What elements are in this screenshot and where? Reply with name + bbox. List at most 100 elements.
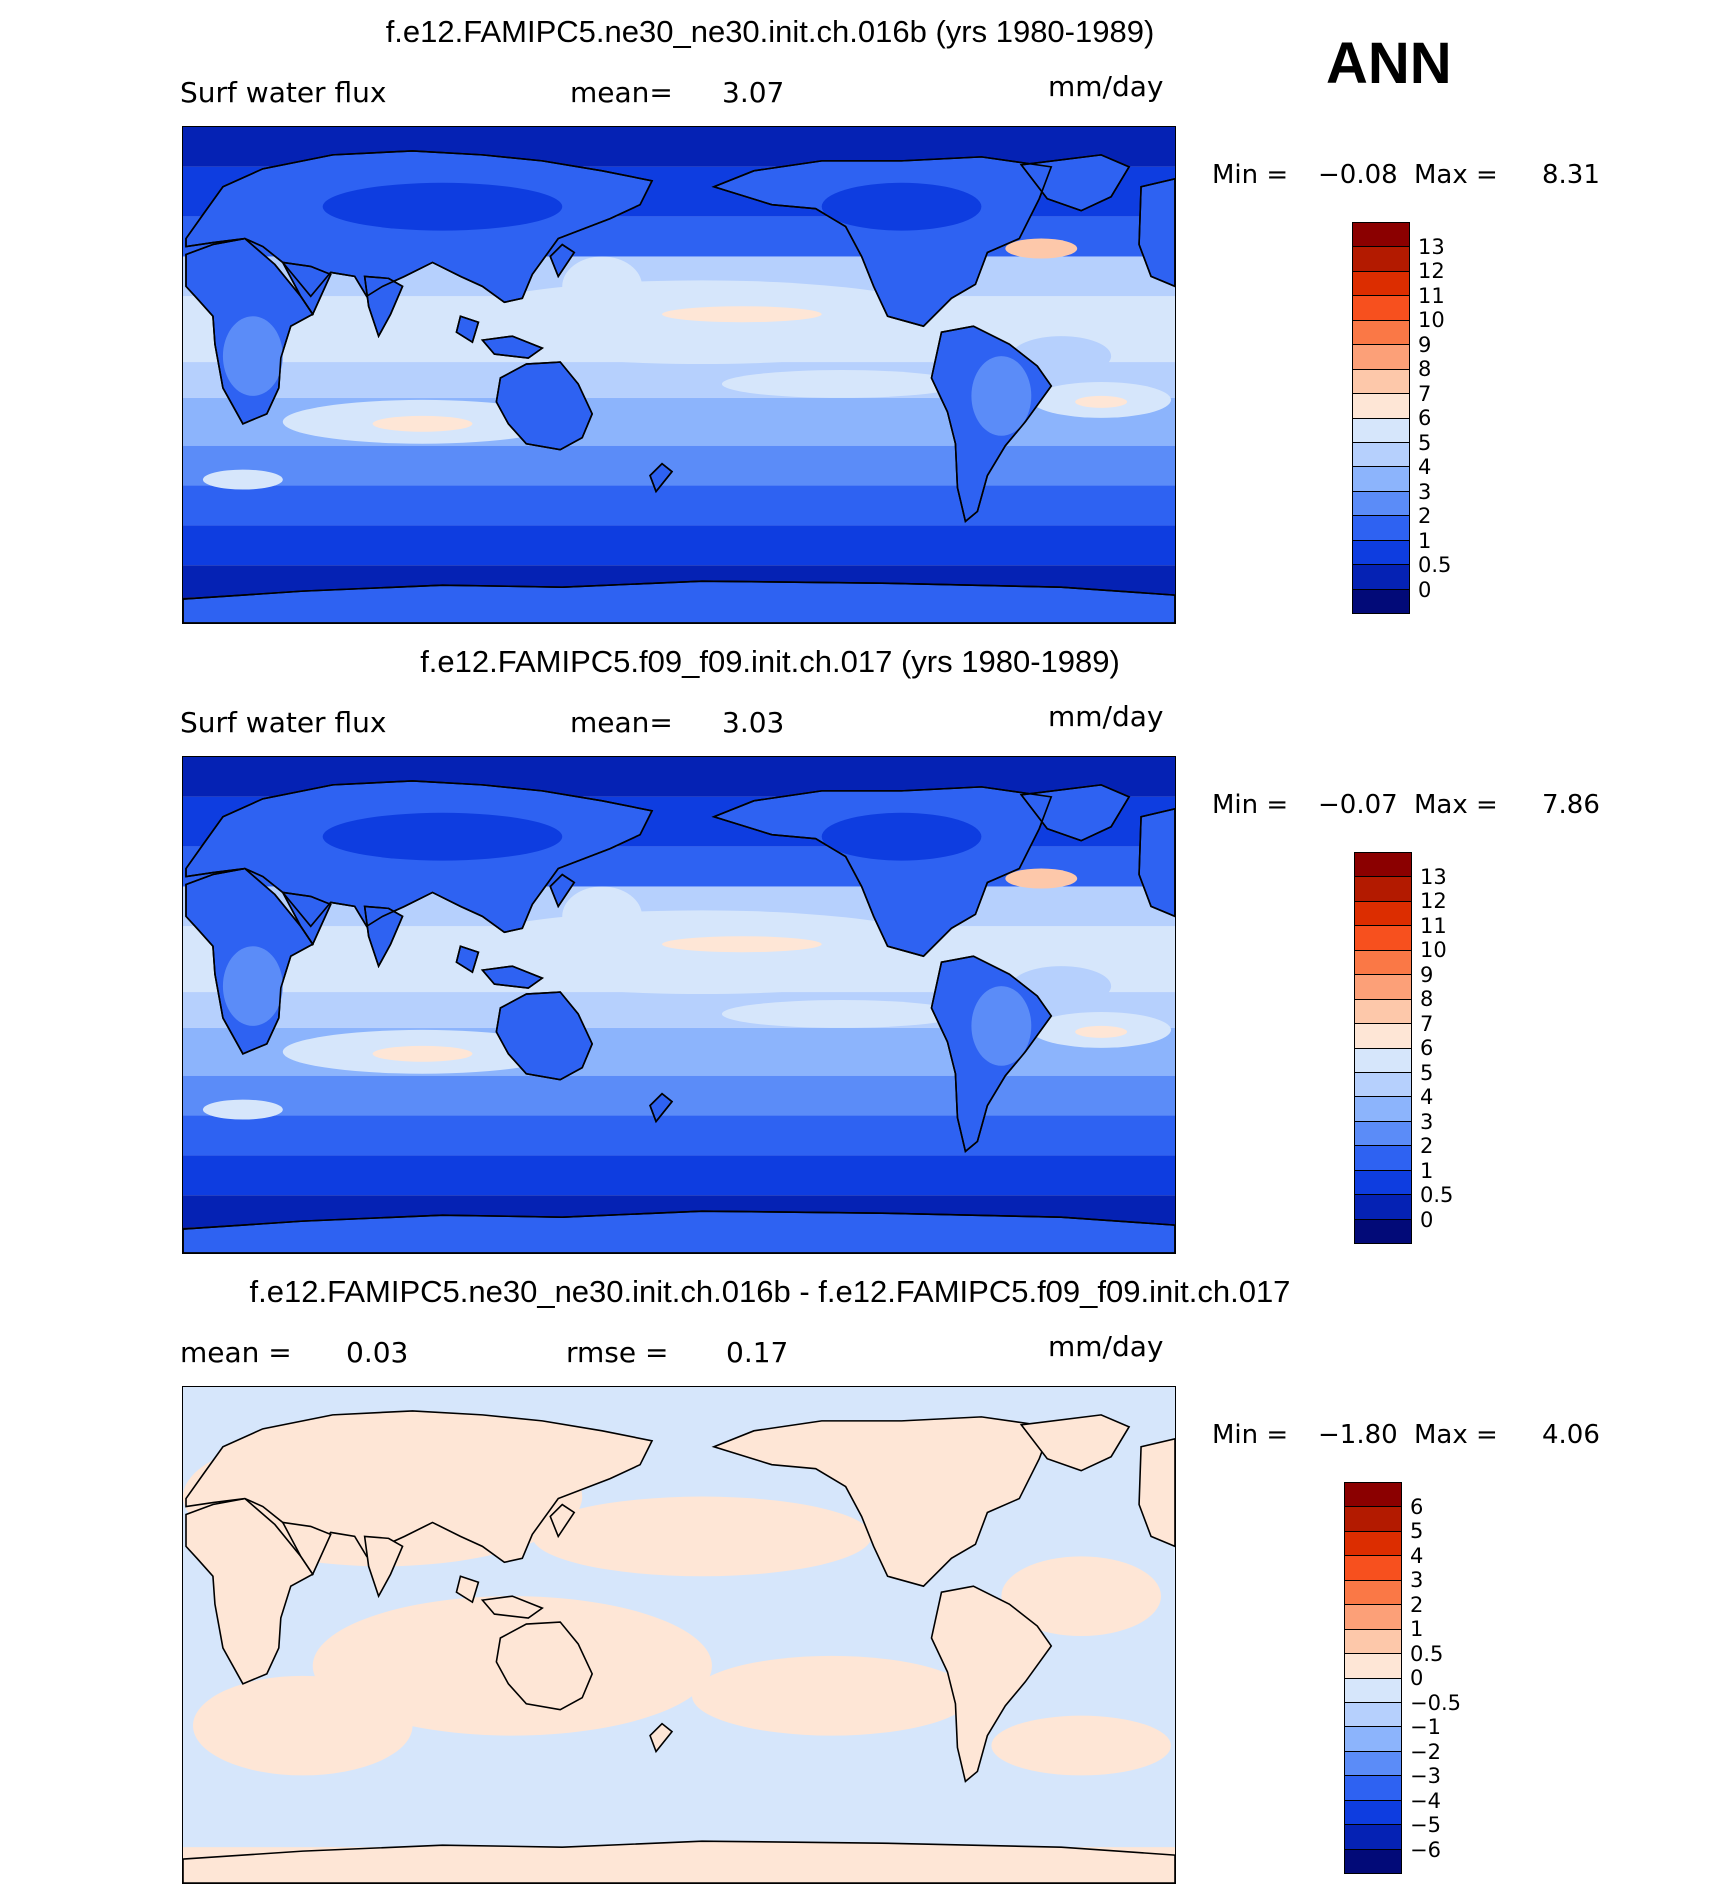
colorbar-tick-label: 4 — [1418, 455, 1432, 479]
map-region — [1019, 784, 1131, 842]
map-region — [549, 1503, 576, 1539]
map-region — [495, 361, 594, 451]
min-label: Min = — [1212, 160, 1289, 190]
map-region — [649, 1092, 674, 1124]
colorbar-tick-label: 13 — [1420, 864, 1447, 889]
colorbar-swatch — [1353, 320, 1409, 346]
colorbar-tick-label: 11 — [1418, 283, 1445, 308]
colorbar-swatch — [1345, 1727, 1401, 1752]
map-patch — [222, 946, 283, 1026]
colorbar-tick-label: 1 — [1410, 1617, 1424, 1641]
colorbar-tick-label: 0 — [1410, 1666, 1424, 1690]
map-patch — [691, 1655, 972, 1736]
map-patch — [971, 356, 1032, 436]
colorbar-swatch — [1345, 1556, 1401, 1581]
mean-label: mean= — [570, 706, 673, 739]
map-region — [363, 905, 404, 969]
panel-title: f.e12.FAMIPC5.ne30_ne30.init.ch.016b - f… — [249, 1274, 1291, 1309]
map-region — [930, 955, 1053, 1153]
colorbar-swatch — [1355, 877, 1411, 902]
colorbar-swatch — [1345, 1507, 1401, 1532]
colorbar-tick-label: 0 — [1420, 1207, 1434, 1232]
max-value: 8.31 — [1542, 160, 1600, 190]
colorbar-swatch — [1355, 1072, 1411, 1098]
min-label: Min = — [1212, 1420, 1289, 1450]
colorbar-swatches — [1352, 222, 1410, 614]
map-region — [480, 965, 544, 989]
colorbar-swatches — [1354, 852, 1412, 1244]
colorbar-tick-label: 5 — [1420, 1060, 1434, 1085]
colorbar-swatch — [1345, 1629, 1401, 1655]
max-label: Max = — [1414, 160, 1498, 190]
colorbar-swatch — [1353, 247, 1409, 272]
variable-label: Surf water flux — [180, 76, 387, 109]
colorbar-swatch — [1355, 1195, 1411, 1220]
units-label: mm/day — [1048, 1330, 1164, 1363]
map-region — [495, 1621, 594, 1711]
map-patch — [1075, 1025, 1128, 1038]
map-plot — [182, 756, 1176, 1254]
colorbar-tick-label: 7 — [1418, 381, 1432, 406]
colorbar-swatch — [1345, 1702, 1401, 1728]
colorbar-swatch — [1355, 926, 1411, 951]
colorbar-swatch — [1353, 467, 1409, 492]
colorbar-swatch — [1353, 369, 1409, 395]
colorbar-tick-label: 5 — [1418, 430, 1432, 455]
map-region — [1138, 177, 1175, 288]
max-label: Max = — [1414, 790, 1498, 820]
colorbar-tick-label: 0.5 — [1418, 553, 1452, 577]
map-band — [183, 1075, 1175, 1116]
map-patch — [192, 1675, 413, 1776]
colorbar-swatch — [1353, 418, 1409, 443]
units-label: mm/day — [1048, 700, 1164, 733]
colorbar-tick-label: 9 — [1418, 332, 1432, 357]
units-label: mm/day — [1048, 70, 1164, 103]
map-patch — [721, 370, 962, 398]
map-region — [455, 1575, 480, 1604]
colorbar-swatch — [1355, 1048, 1411, 1073]
colorbar-swatch — [1353, 442, 1409, 468]
max-value: 7.86 — [1542, 790, 1600, 820]
map-region — [649, 1722, 674, 1754]
map-band — [183, 1115, 1175, 1156]
max-label: Max = — [1414, 1420, 1498, 1450]
map-region — [455, 945, 480, 974]
colorbar-tick-label: 13 — [1418, 234, 1445, 259]
colorbar-tick-label: 0.5 — [1410, 1641, 1444, 1666]
colorbar-tick-label: 2 — [1410, 1592, 1424, 1617]
colorbar-swatch — [1355, 1146, 1411, 1171]
colorbar-swatch — [1353, 589, 1409, 613]
colorbar-tick-label: 2 — [1420, 1134, 1434, 1158]
colorbar-tick-label: 8 — [1420, 987, 1434, 1011]
max-value: 4.06 — [1542, 1420, 1600, 1450]
map-region — [649, 462, 674, 494]
map-patch — [532, 1496, 872, 1577]
colorbar-tick-label: −2 — [1410, 1739, 1441, 1764]
colorbar-swatch — [1353, 540, 1409, 566]
map-region — [1019, 1414, 1131, 1472]
map-region — [711, 156, 1053, 328]
min-value: −1.80 — [1318, 1420, 1398, 1450]
colorbar-swatch — [1353, 565, 1409, 590]
map-band — [183, 1155, 1175, 1196]
map-patch — [662, 936, 822, 953]
map-patch — [662, 306, 822, 323]
colorbar-swatch — [1353, 394, 1409, 419]
colorbar-swatch — [1345, 1776, 1401, 1801]
colorbar-tick-label: −0.5 — [1410, 1690, 1461, 1715]
colorbar-swatch — [1345, 1751, 1401, 1777]
map-region — [930, 325, 1053, 523]
colorbar-tick-label: 7 — [1420, 1011, 1434, 1036]
map-region — [1138, 1437, 1175, 1548]
panel-title: f.e12.FAMIPC5.f09_f09.init.ch.017 (yrs 1… — [420, 644, 1120, 679]
flux-map — [183, 757, 1175, 1253]
colorbar-swatch — [1353, 271, 1409, 297]
colorbar-tick-label: 11 — [1420, 913, 1447, 938]
map-region — [1138, 807, 1175, 918]
colorbar-swatch — [1353, 345, 1409, 370]
colorbar-tick-label: 12 — [1418, 259, 1445, 283]
map-patch — [562, 886, 643, 947]
map-region — [455, 315, 480, 344]
colorbar-tick-label: −5 — [1410, 1813, 1441, 1837]
colorbar-tick-label: 10 — [1420, 938, 1447, 962]
